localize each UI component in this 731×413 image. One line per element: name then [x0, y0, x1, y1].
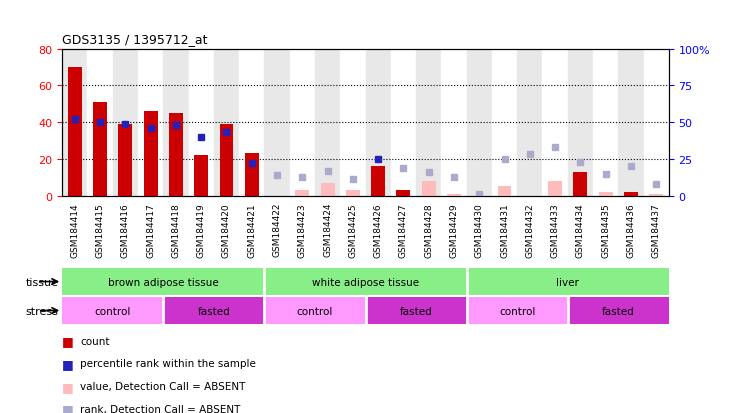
Bar — [346, 191, 360, 196]
Text: control: control — [499, 306, 535, 316]
Bar — [517, 50, 542, 196]
Bar — [466, 268, 669, 295]
Bar — [118, 125, 132, 196]
Bar — [315, 50, 340, 196]
Text: count: count — [80, 336, 110, 346]
Bar — [340, 50, 366, 196]
Bar — [169, 114, 183, 196]
Text: ■: ■ — [62, 357, 74, 370]
Text: control: control — [94, 306, 131, 316]
Bar — [371, 167, 385, 196]
Bar — [265, 50, 289, 196]
Text: stress: stress — [26, 306, 58, 316]
Bar — [321, 183, 335, 196]
Bar — [498, 187, 512, 196]
Bar — [189, 50, 213, 196]
Bar — [573, 172, 587, 196]
Text: fasted: fasted — [602, 306, 635, 316]
Bar — [265, 268, 466, 295]
Text: ■: ■ — [62, 380, 74, 393]
Text: brown adipose tissue: brown adipose tissue — [108, 277, 219, 287]
Bar — [163, 297, 265, 324]
Bar — [391, 50, 416, 196]
Text: white adipose tissue: white adipose tissue — [312, 277, 419, 287]
Bar — [213, 50, 239, 196]
Bar — [649, 195, 663, 196]
Bar — [568, 297, 669, 324]
Bar — [289, 50, 315, 196]
Bar — [93, 103, 107, 196]
Bar — [366, 297, 466, 324]
Text: fasted: fasted — [400, 306, 433, 316]
Text: tissue: tissue — [26, 277, 58, 287]
Bar — [548, 182, 562, 196]
Bar — [163, 50, 189, 196]
Bar — [599, 192, 613, 196]
Bar — [466, 50, 492, 196]
Text: percentile rank within the sample: percentile rank within the sample — [80, 358, 257, 368]
Bar — [396, 191, 410, 196]
Bar — [624, 192, 638, 196]
Bar — [492, 50, 517, 196]
Bar — [245, 154, 259, 196]
Text: value, Detection Call = ABSENT: value, Detection Call = ABSENT — [80, 381, 246, 391]
Bar — [113, 50, 138, 196]
Bar — [442, 50, 466, 196]
Bar — [366, 50, 391, 196]
Bar — [144, 112, 158, 196]
Bar — [62, 297, 163, 324]
Bar — [62, 50, 88, 196]
Bar — [62, 268, 265, 295]
Bar — [568, 50, 593, 196]
Text: rank, Detection Call = ABSENT: rank, Detection Call = ABSENT — [80, 404, 240, 413]
Bar — [68, 68, 82, 196]
Text: ■: ■ — [62, 402, 74, 413]
Bar — [194, 156, 208, 196]
Bar — [447, 195, 461, 196]
Bar — [618, 50, 643, 196]
Bar — [265, 297, 366, 324]
Bar — [542, 50, 568, 196]
Text: control: control — [297, 306, 333, 316]
Bar — [416, 50, 442, 196]
Bar — [219, 125, 233, 196]
Bar — [88, 50, 113, 196]
Bar — [466, 297, 568, 324]
Text: fasted: fasted — [197, 306, 230, 316]
Bar — [239, 50, 265, 196]
Text: ■: ■ — [62, 334, 74, 347]
Bar — [138, 50, 163, 196]
Text: GDS3135 / 1395712_at: GDS3135 / 1395712_at — [62, 33, 208, 45]
Bar — [295, 191, 309, 196]
Bar — [643, 50, 669, 196]
Bar — [593, 50, 618, 196]
Bar — [422, 182, 436, 196]
Text: liver: liver — [556, 277, 579, 287]
